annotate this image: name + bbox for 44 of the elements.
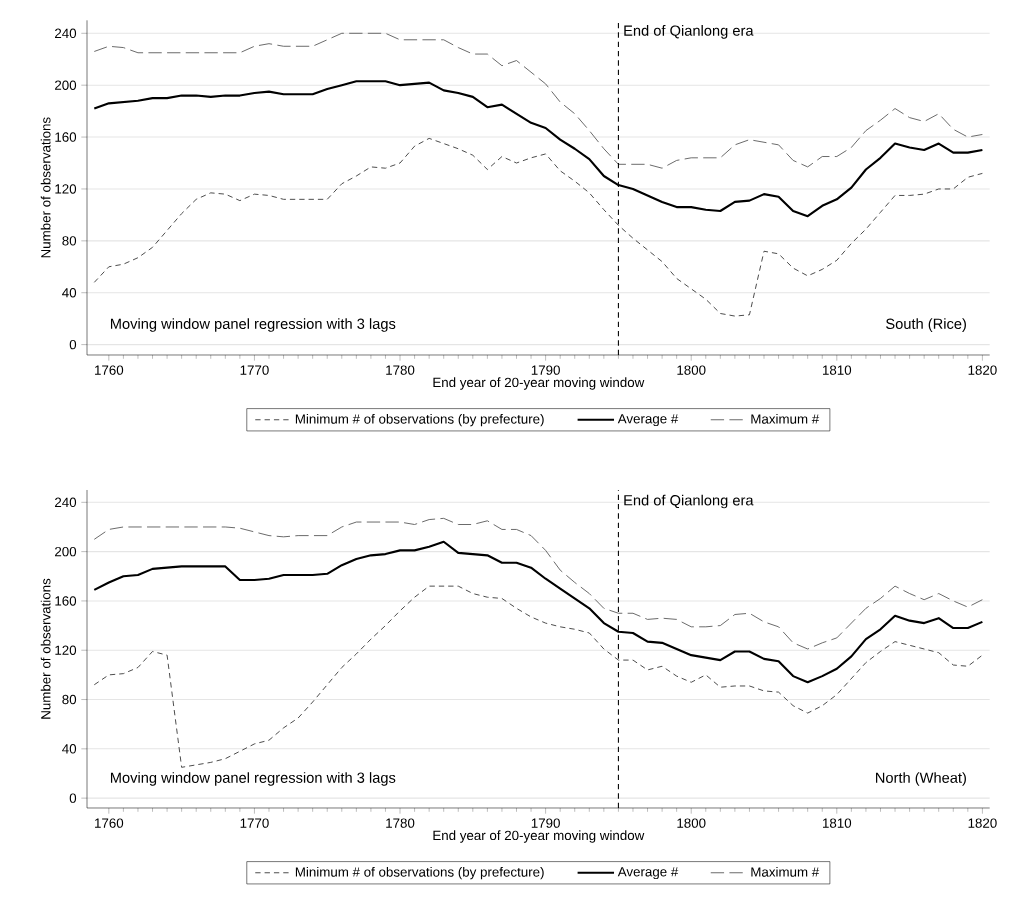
legend-label: Maximum #: [751, 413, 820, 424]
y-tick-label: 80: [62, 236, 77, 246]
y-tick-label: 120: [55, 645, 77, 655]
x-tick-label: 1820: [968, 818, 997, 828]
y-tick-label: 0: [69, 339, 77, 350]
y-tick-label: 160: [55, 132, 77, 142]
annotation: South (Rice): [886, 318, 966, 332]
annotation: Moving window panel regression with 3 lags: [110, 772, 396, 786]
legend-label: Average #: [617, 414, 679, 427]
x-tick-label: 1770: [240, 365, 269, 375]
ref-line-label: End of Qianlong era: [624, 25, 754, 39]
annotation: North (Wheat): [876, 772, 966, 786]
x-axis-title: End year of 20-year moving window: [433, 377, 645, 390]
y-axis-title: Number of observations: [40, 578, 51, 719]
annotation: Moving window panel regression with 3 lags: [110, 318, 396, 332]
y-tick-label: 0: [69, 793, 77, 803]
x-tick-label: 1800: [677, 818, 706, 828]
x-tick-label: 1790: [531, 365, 560, 375]
x-tick-label: 1760: [95, 818, 124, 828]
x-tick-label: 1780: [386, 365, 415, 375]
x-tick-label: 1810: [823, 365, 852, 375]
legend-label: Minimum # of observations (by prefecture): [295, 413, 544, 427]
y-tick-label: 240: [55, 28, 77, 39]
x-tick-label: 1770: [240, 818, 269, 828]
x-tick-label: 1760: [95, 365, 124, 375]
y-tick-label: 200: [55, 546, 77, 557]
y-tick-label: 40: [62, 744, 77, 754]
x-tick-label: 1790: [531, 818, 560, 828]
x-tick-label: 1820: [968, 365, 997, 375]
y-tick-label: 200: [55, 80, 77, 90]
y-tick-label: 120: [55, 184, 77, 194]
y-tick-label: 160: [55, 596, 77, 606]
y-tick-label: 40: [62, 288, 77, 298]
x-axis-title: End year of 20-year moving window: [433, 830, 645, 843]
x-tick-label: 1800: [677, 365, 706, 375]
legend-label: Minimum # of observations (by prefecture): [295, 866, 544, 880]
x-tick-label: 1810: [823, 818, 852, 828]
legend-label: Maximum #: [751, 866, 820, 877]
y-tick-label: 240: [55, 497, 77, 508]
y-tick-label: 80: [62, 694, 77, 705]
ref-line-label: End of Qianlong era: [624, 494, 754, 509]
y-axis-title: Number of observations: [40, 117, 51, 258]
x-tick-label: 1780: [386, 818, 415, 828]
legend-label: Average #: [617, 867, 679, 880]
